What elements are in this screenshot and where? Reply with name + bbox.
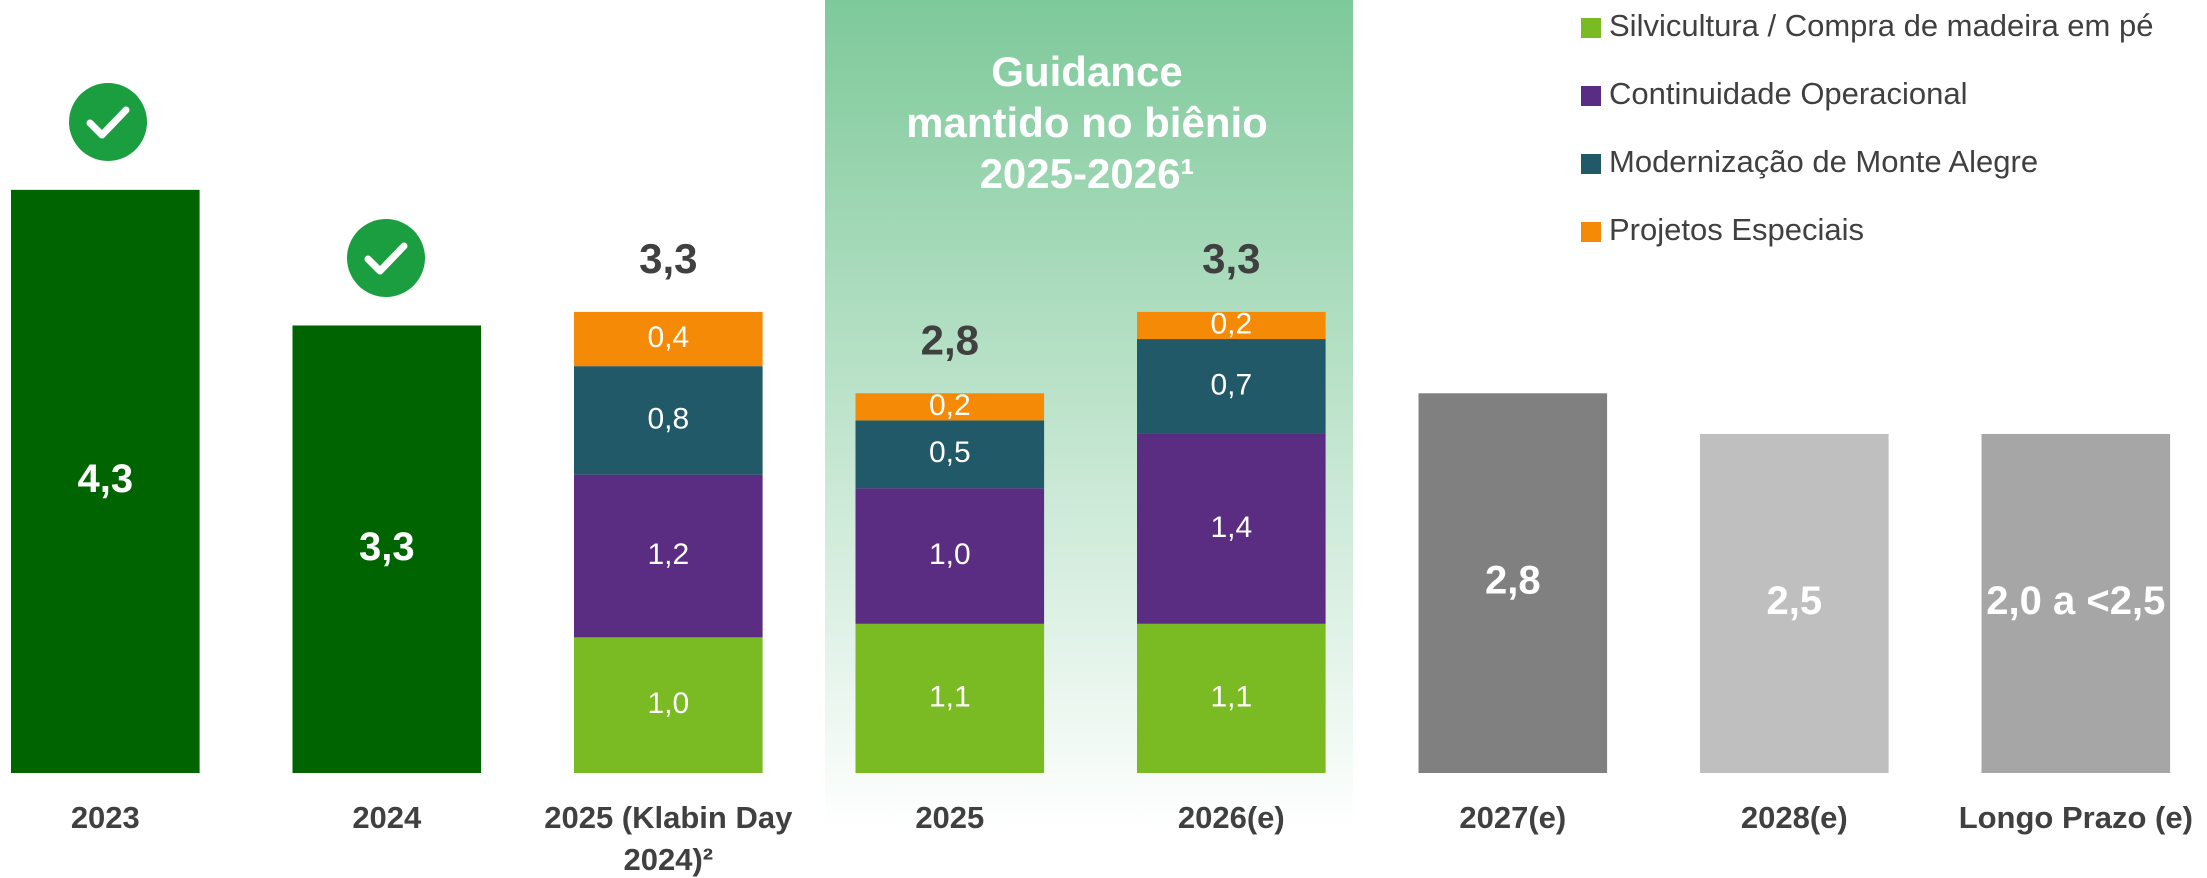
- total-label: 3,3: [639, 235, 697, 282]
- segment-label: 1,0: [929, 538, 971, 571]
- category-box: 2028(e): [1740, 800, 1848, 835]
- x-tick-label: 2027(e): [1459, 800, 1567, 835]
- x-tick-label: 2026(e): [1177, 800, 1285, 835]
- bar-segment: [574, 366, 763, 475]
- segment-label: 1,4: [1210, 511, 1252, 544]
- segment-label: 0,2: [929, 389, 971, 422]
- category-box: 2025: [915, 800, 985, 835]
- bar-segment: [574, 637, 763, 773]
- bar-segment: [855, 623, 1045, 773]
- x-tick-label: 2028(e): [1740, 800, 1848, 835]
- value-label: 2,0 a <2,5: [1986, 579, 2165, 623]
- bar-segment: [855, 393, 1045, 421]
- bar: [1981, 433, 2171, 773]
- legend-label: Modernização de Monte Alegre: [1609, 144, 2038, 179]
- segment-label: 0,8: [647, 402, 689, 435]
- bar-segment: [1137, 339, 1326, 434]
- annotation: 2025-2026¹: [980, 150, 1195, 197]
- value-label: 2,8: [1485, 559, 1541, 603]
- total-label: 3,3: [1202, 235, 1260, 282]
- category-box: 2023: [70, 800, 140, 835]
- segment-label: 0,2: [1210, 307, 1252, 340]
- segment-label: 1,1: [929, 680, 971, 713]
- segment-label: 1,0: [647, 687, 689, 720]
- legend-swatch: [1581, 18, 1601, 38]
- x-tick-label: Longo Prazo (e): [1958, 800, 2193, 835]
- check-icon: [69, 83, 147, 161]
- x-tick-label: 2025 (Klabin Day 2024)²: [544, 800, 793, 877]
- legend-swatch: [1581, 86, 1601, 106]
- category-box: 2027(e): [1459, 800, 1567, 835]
- value-label: 4,3: [77, 457, 133, 501]
- segment-label: 0,5: [929, 436, 971, 469]
- bar-segment: [1137, 433, 1326, 624]
- segment-label: 1,1: [1210, 680, 1252, 713]
- bar-segment: [855, 420, 1045, 489]
- x-tick-label: 2025: [915, 800, 985, 835]
- total-label: 2,8: [921, 316, 979, 363]
- bar-segment: [855, 488, 1045, 624]
- value-label: 3,3: [359, 525, 415, 569]
- bar-segment: [1137, 623, 1326, 773]
- bar: [1700, 433, 1889, 773]
- category-box: Longo Prazo (e): [1958, 800, 2193, 835]
- legend-label: Silvicultura / Compra de madeira em pé: [1609, 8, 2153, 43]
- x-tick-label: 2024: [352, 800, 422, 835]
- legend-swatch: [1581, 222, 1601, 242]
- category-box: 2025 (Klabin Day 2024)²: [544, 800, 793, 877]
- category-box: 2024: [352, 800, 422, 835]
- value-label: 2,5: [1766, 579, 1822, 623]
- legend-label: Projetos Especiais: [1609, 212, 1864, 247]
- legend-swatch: [1581, 154, 1601, 174]
- annotation: Guidance: [991, 48, 1182, 95]
- legend-label: Continuidade Operacional: [1609, 76, 1967, 111]
- bar-segment: [574, 474, 763, 638]
- bar-segment: [574, 311, 763, 367]
- bar: [292, 325, 482, 773]
- segment-label: 0,4: [647, 321, 689, 354]
- x-tick-label: 2023: [70, 800, 140, 835]
- segment-label: 0,7: [1210, 368, 1252, 401]
- bar-segment: [1137, 311, 1326, 340]
- bar: [11, 189, 200, 774]
- check-icon: [347, 219, 425, 297]
- category-box: 2026(e): [1177, 800, 1285, 835]
- bar: [1418, 393, 1608, 773]
- annotation: mantido no biênio: [906, 99, 1268, 146]
- segment-label: 1,2: [647, 538, 689, 571]
